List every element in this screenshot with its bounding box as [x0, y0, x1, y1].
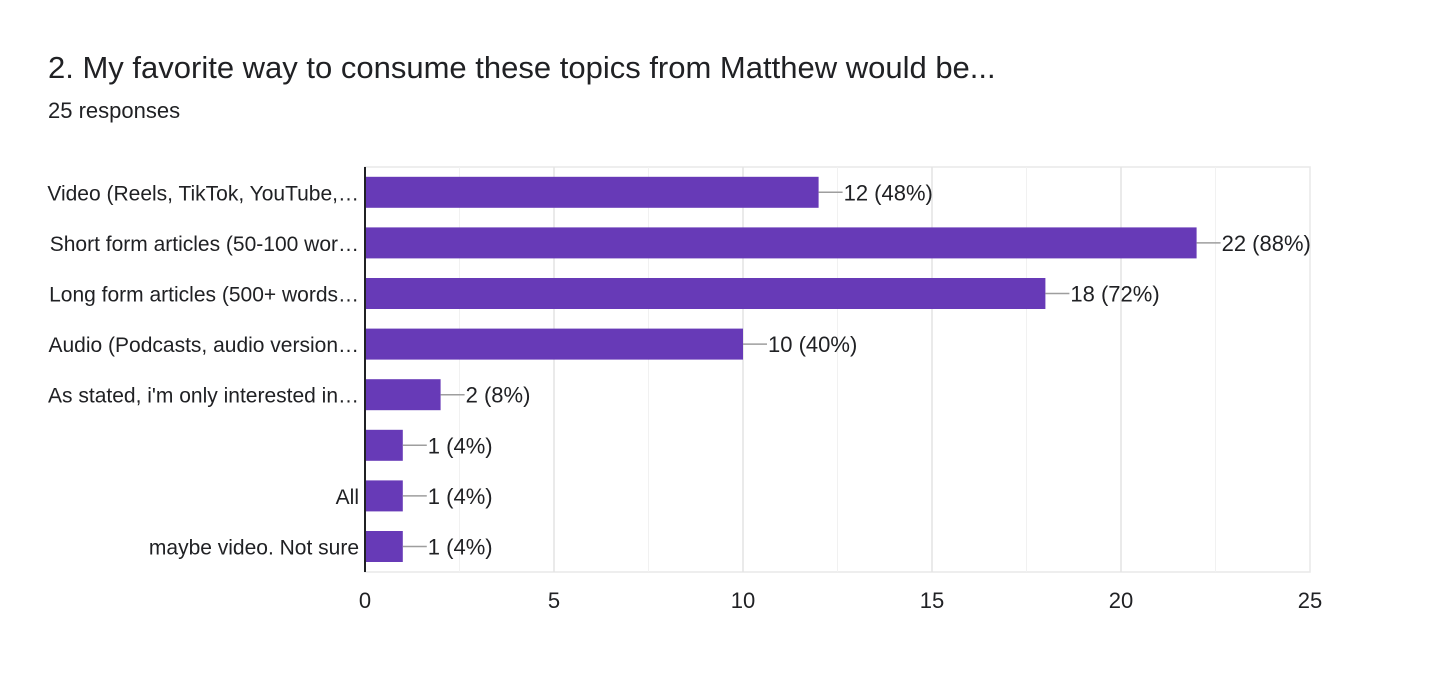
bar	[365, 227, 1197, 259]
response-count: 25 responses	[48, 98, 181, 123]
data-label: 1 (4%)	[428, 484, 493, 509]
bar	[365, 531, 403, 562]
bar	[365, 429, 403, 461]
labels: 12 (48%) Video (Reels, TikTok, YouTube,… 2…	[47, 180, 1311, 559]
category-label: Audio (Podcasts, audio version…	[49, 334, 360, 357]
bar	[365, 328, 743, 360]
category-label: Video (Reels, TikTok, YouTube,…	[47, 182, 359, 205]
category-label: Short form articles (50-100 wor…	[50, 233, 359, 256]
x-tick-label: 10	[731, 588, 755, 613]
bar	[365, 379, 441, 411]
question-title: 2. My favorite way to consume these topi…	[48, 50, 996, 85]
bars	[365, 176, 1197, 562]
data-label: 1 (4%)	[428, 433, 493, 458]
bar	[365, 480, 403, 512]
x-tick-label: 5	[548, 588, 560, 613]
data-label: 18 (72%)	[1070, 282, 1159, 307]
x-tick-label: 0	[359, 588, 371, 613]
data-label: 10 (40%)	[768, 332, 857, 357]
category-label: As stated, i'm only interested in…	[48, 385, 359, 408]
category-label: maybe video. Not sure	[149, 537, 359, 560]
x-tick-label: 15	[920, 588, 944, 613]
x-tick-label: 25	[1298, 588, 1322, 613]
category-label: Long form articles (500+ words…	[49, 284, 359, 307]
axes: 0 5 10 15 20 25	[359, 167, 1322, 613]
data-label: 1 (4%)	[428, 535, 493, 560]
bar	[365, 278, 1046, 309]
category-label: All	[336, 486, 359, 509]
x-tick-label: 20	[1109, 588, 1133, 613]
bar	[365, 176, 819, 208]
data-label: 2 (8%)	[466, 383, 531, 408]
data-label: 22 (88%)	[1222, 231, 1311, 256]
data-label: 12 (48%)	[844, 180, 933, 205]
